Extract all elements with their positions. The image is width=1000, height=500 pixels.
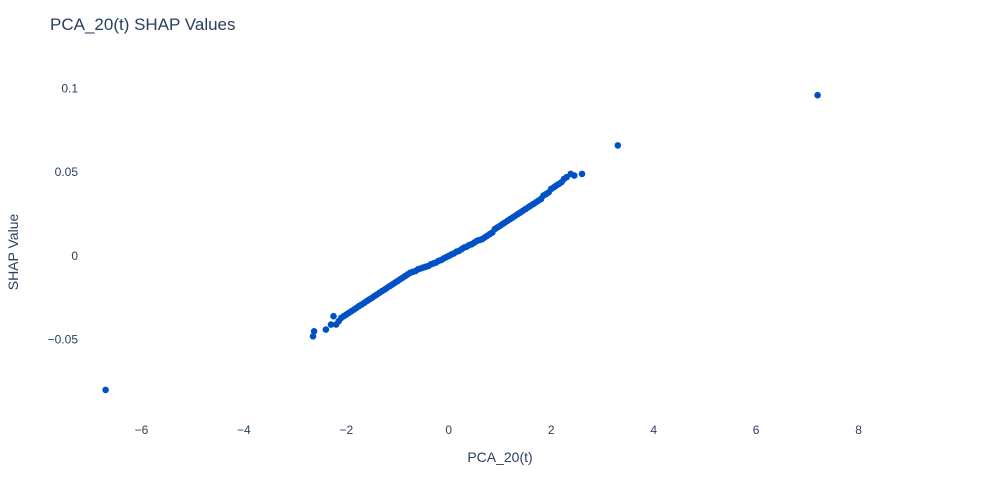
x-tick-label: 4 <box>650 423 657 437</box>
y-axis-title: SHAP Value <box>5 214 21 291</box>
x-tick-label: −6 <box>135 423 149 437</box>
x-tick-label: −4 <box>237 423 251 437</box>
x-tick-label: 0 <box>445 423 452 437</box>
y-tick-label: 0.05 <box>55 165 79 179</box>
x-axis-ticks: −6 −4 −2 0 2 4 6 8 <box>135 423 863 437</box>
data-point <box>614 142 622 149</box>
x-tick-label: 6 <box>753 423 760 437</box>
data-point <box>571 172 578 179</box>
data-point <box>814 91 821 99</box>
data-point <box>310 328 318 335</box>
chart-title: PCA_20(t) SHAP Values <box>50 15 236 34</box>
data-point <box>578 170 586 178</box>
y-tick-label: 0 <box>71 249 78 263</box>
x-axis-title: PCA_20(t) <box>467 449 532 465</box>
y-tick-label: −0.05 <box>48 333 79 347</box>
data-point <box>322 326 330 333</box>
y-axis-ticks: −0.05 0 0.05 0.1 <box>48 81 79 346</box>
data-point <box>327 321 335 328</box>
data-point <box>309 333 317 340</box>
scatter-points <box>102 91 821 394</box>
data-point <box>330 312 337 320</box>
x-tick-label: 2 <box>548 423 555 437</box>
x-tick-label: 8 <box>855 423 862 437</box>
data-point <box>102 386 109 394</box>
x-tick-label: −2 <box>339 423 353 437</box>
y-tick-label: 0.1 <box>61 81 78 95</box>
